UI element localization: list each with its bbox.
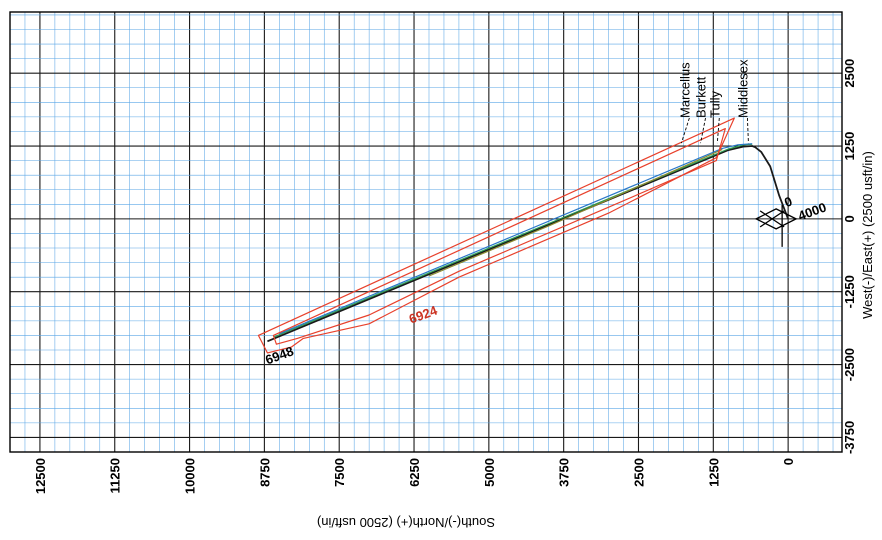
surface-location-symbol [754, 204, 798, 247]
x-axis-label: South(-)/North(+) (2500 usft/in) [317, 515, 495, 530]
formation-label: Tully [707, 91, 722, 118]
y-tick-labels: 2500 1250 0 -1250 -2500 -3750 [842, 59, 857, 454]
y-tick-label: 2500 [842, 59, 857, 88]
formation-leader-line [680, 117, 690, 144]
formation-leader-line [700, 117, 706, 144]
y-tick-label: -2500 [842, 348, 857, 381]
formation-label: Middlesex [735, 59, 750, 118]
x-tick-label: 0 [781, 458, 796, 465]
grid [9, 12, 842, 453]
formation-leader-line [746, 117, 749, 144]
x-tick-label: 12500 [33, 458, 48, 494]
x-tick-labels: 12500 11250 10000 8750 7500 6250 5000 3750 2500 1… [33, 458, 796, 494]
x-tick-label: 2500 [631, 458, 646, 487]
y-tick-label: -1250 [842, 275, 857, 308]
y-axis-label: West(-)/East(+) (2500 usft/in) [860, 151, 875, 319]
lease-line-outer [257, 117, 735, 354]
x-tick-label: 11250 [108, 458, 123, 493]
series-layer [257, 117, 789, 354]
x-tick-label: 10000 [183, 458, 198, 494]
plot-frame [9, 11, 843, 453]
formation-label: Burkett [694, 76, 709, 118]
lease-line-inner [272, 128, 726, 345]
x-tick-label: 7500 [332, 458, 347, 487]
y-tick-label: -3750 [842, 421, 857, 454]
x-tick-label: 3750 [557, 458, 572, 487]
y-tick-label: 1250 [842, 132, 857, 161]
x-tick-label: 6250 [407, 458, 422, 487]
x-tick-label: 1250 [706, 458, 721, 487]
x-tick-label: 5000 [482, 458, 497, 487]
wellpath-offset-olive [428, 148, 723, 277]
x-tick-label: 8750 [257, 458, 272, 487]
formation-label: Marcellus [677, 62, 692, 118]
formation-leader-line [716, 117, 720, 144]
wellpath-offset-blue [279, 143, 753, 335]
wellpath-main [267, 145, 789, 343]
y-tick-label: 0 [842, 215, 857, 222]
data-annotation: 0 [782, 193, 794, 210]
